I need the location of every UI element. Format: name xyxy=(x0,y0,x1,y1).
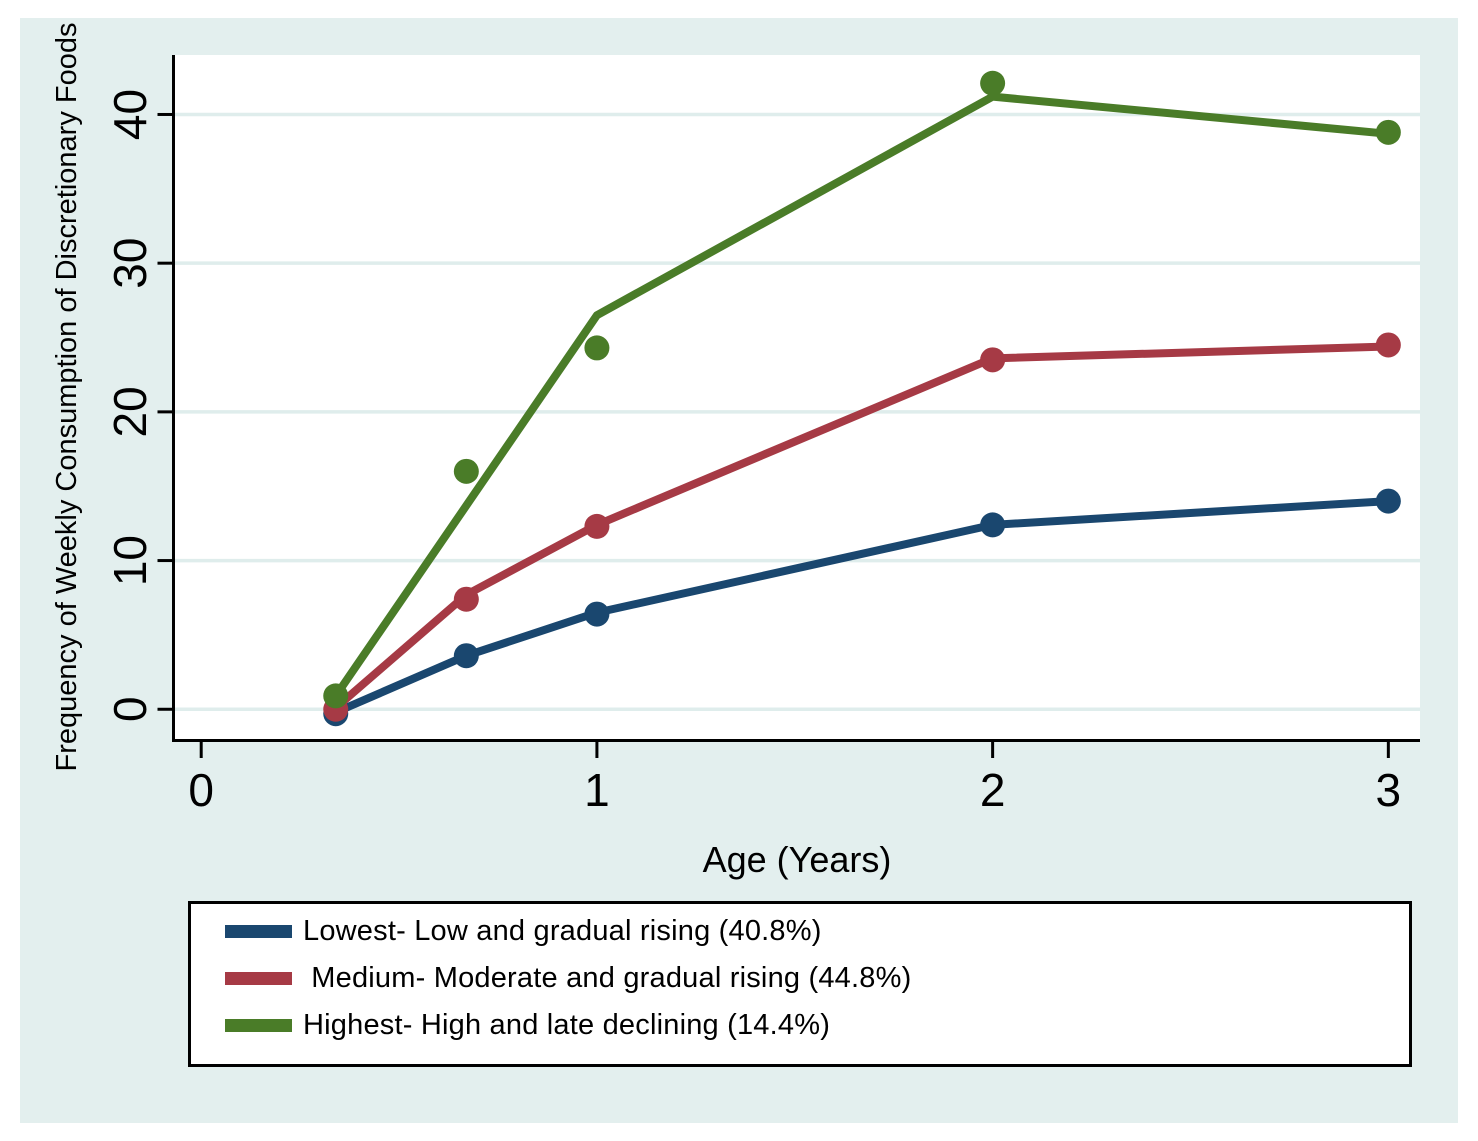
series-marker-2 xyxy=(323,683,349,709)
series-marker-1 xyxy=(584,513,610,539)
legend-label-lowest: Lowest- Low and gradual rising (40.8%) xyxy=(303,915,822,947)
series-marker-0 xyxy=(584,601,610,627)
series-marker-1 xyxy=(980,347,1006,373)
series-marker-0 xyxy=(1375,488,1401,514)
series-marker-2 xyxy=(1375,119,1401,145)
legend-swatch-lowest xyxy=(225,925,292,938)
x-tick-label-2: 2 xyxy=(980,764,1006,816)
y-tick-label-20: 20 xyxy=(104,386,156,437)
series-marker-2 xyxy=(453,458,479,484)
tick-labels: 0 10 20 30 40 0 1 2 3 xyxy=(104,89,1401,816)
legend-swatch-medium xyxy=(225,972,292,985)
legend-item-lowest: Lowest- Low and gradual rising (40.8%) xyxy=(191,908,1409,955)
ticks xyxy=(157,112,1390,758)
x-tick-label-3: 3 xyxy=(1376,764,1402,816)
y-axis-title: Frequency of Weekly Consumption of Discr… xyxy=(51,23,83,772)
series-layer xyxy=(323,70,1401,727)
y-tick-label-0: 0 xyxy=(104,696,156,722)
y-tick-label-30: 30 xyxy=(104,238,156,289)
y-tick-label-10: 10 xyxy=(104,535,156,586)
plot-area xyxy=(173,55,1420,739)
axes xyxy=(172,55,1420,742)
y-tick-label-40: 40 xyxy=(104,89,156,140)
series-marker-1 xyxy=(453,586,479,612)
series-line-2 xyxy=(331,92,1393,700)
series-marker-2 xyxy=(584,335,610,361)
series-marker-0 xyxy=(453,643,479,669)
legend: Lowest- Low and gradual rising (40.8%) M… xyxy=(188,901,1412,1067)
legend-item-highest: Highest- High and late declining (14.4%) xyxy=(191,1002,1409,1049)
series-marker-1 xyxy=(1375,332,1401,358)
legend-label-medium: Medium- Moderate and gradual rising (44.… xyxy=(303,962,912,994)
legend-label-highest: Highest- High and late declining (14.4%) xyxy=(303,1009,831,1041)
series-marker-2 xyxy=(980,70,1006,96)
series-marker-0 xyxy=(980,512,1006,538)
x-tick-label-0: 0 xyxy=(188,764,214,816)
x-axis-title: Age (Years) xyxy=(703,839,892,880)
legend-item-medium: Medium- Moderate and gradual rising (44.… xyxy=(191,955,1409,1002)
x-tick-label-1: 1 xyxy=(584,764,610,816)
legend-swatch-highest xyxy=(225,1019,292,1032)
